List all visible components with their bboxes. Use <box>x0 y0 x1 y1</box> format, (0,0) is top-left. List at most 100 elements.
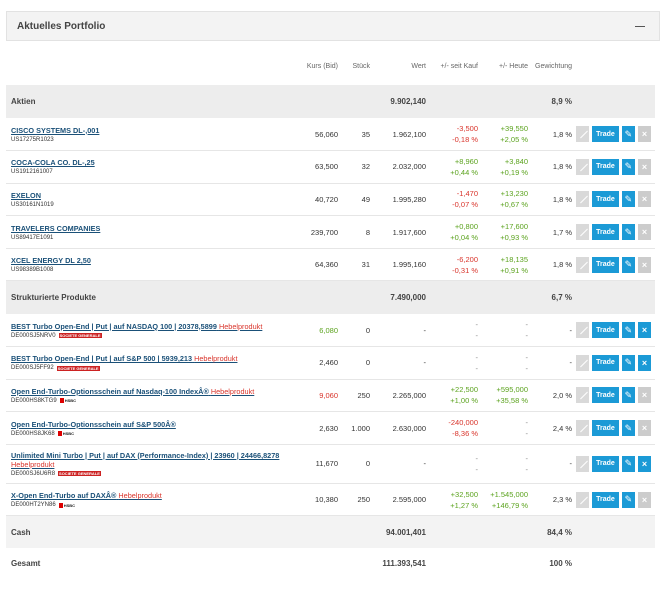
wert-value: 1.962,100 <box>392 129 426 139</box>
section-title: Strukturierte Produkte <box>11 293 96 303</box>
trade-button[interactable]: Trade <box>592 322 619 339</box>
table-row: Open End-Turbo-Optionsschein auf Nasdaq-… <box>6 379 655 413</box>
pencil-icon[interactable]: ✎ <box>621 126 635 143</box>
table-row: X-Open End-Turbo auf DAXÂ® Hebelprodukt D… <box>6 483 655 517</box>
gewichtung-value: 1,8 % <box>552 129 572 139</box>
trade-button[interactable]: Trade <box>592 126 619 143</box>
issuer-logo: SOCIETE GENERALE <box>58 333 102 339</box>
isin: DE000SJ6U6R8 <box>11 470 56 477</box>
chart-icon[interactable] <box>575 387 590 404</box>
trade-button[interactable]: Trade <box>592 256 619 273</box>
trade-button[interactable]: Trade <box>592 387 619 404</box>
chart-icon[interactable] <box>575 455 590 472</box>
kauf-pct: -0,31 % <box>452 265 478 275</box>
close-icon[interactable]: × <box>637 387 651 404</box>
trade-button[interactable]: Trade <box>592 354 619 371</box>
heute-abs: - <box>525 418 529 428</box>
kurs-value: 40,720 <box>315 194 338 204</box>
chart-icon[interactable] <box>575 126 590 143</box>
heute-pct: +2,05 % <box>500 135 528 145</box>
wert-value: 2.595,000 <box>392 495 426 505</box>
chart-icon[interactable] <box>575 191 590 208</box>
kurs-value: 2,460 <box>319 358 338 368</box>
col-gewichtung: Gewichtung <box>535 62 572 70</box>
stueck-value: 35 <box>361 129 370 139</box>
kauf-abs: -3,500 <box>456 124 478 134</box>
trade-button[interactable]: Trade <box>592 224 619 241</box>
stueck-value: 1.000 <box>351 423 370 433</box>
product-name-link[interactable]: X-Open End-Turbo auf DAXÂ® Hebelprodukt <box>11 491 162 501</box>
gewichtung-value: 1,8 % <box>552 260 572 270</box>
isin: DE000SJ5FF92 <box>11 365 54 372</box>
kauf-abs: -6,200 <box>456 254 478 264</box>
trade-button[interactable]: Trade <box>592 158 619 175</box>
wert-value: - <box>423 325 427 335</box>
pencil-icon[interactable]: ✎ <box>621 455 635 472</box>
chart-icon[interactable] <box>575 322 590 339</box>
isin: DE000SJ5NRV0 <box>11 332 56 339</box>
close-icon[interactable]: × <box>637 158 651 175</box>
col-kurs: Kurs (Bid) <box>306 62 338 70</box>
total-gewichtung: 100 % <box>549 559 572 569</box>
product-name-link[interactable]: COCA-COLA CO. DL-,25 <box>11 158 95 168</box>
pencil-icon[interactable]: ✎ <box>621 354 635 371</box>
kauf-pct: +1,27 % <box>450 500 478 510</box>
chart-icon[interactable] <box>575 354 590 371</box>
product-name-link[interactable]: BEST Turbo Open-End | Put | auf NASDAQ 1… <box>11 321 263 331</box>
pencil-icon[interactable]: ✎ <box>621 491 635 508</box>
product-name-link[interactable]: XCEL ENERGY DL 2,50 <box>11 256 91 266</box>
heute-pct: +0,91 % <box>500 265 528 275</box>
close-icon[interactable]: × <box>637 256 651 273</box>
pencil-icon[interactable]: ✎ <box>621 224 635 241</box>
product-name-link[interactable]: EXELON <box>11 190 42 200</box>
pencil-icon[interactable]: ✎ <box>621 158 635 175</box>
col-stueck: Stück <box>352 62 370 70</box>
close-icon[interactable]: × <box>637 491 651 508</box>
heute-pct: - <box>525 331 529 341</box>
trade-button[interactable]: Trade <box>592 491 619 508</box>
product-name-link[interactable]: TRAVELERS COMPANIES <box>11 223 101 233</box>
trade-button[interactable]: Trade <box>592 455 619 472</box>
close-icon[interactable]: × <box>637 420 651 437</box>
kauf-pct: - <box>475 464 479 474</box>
table-row: XCEL ENERGY DL 2,50 US98389B1008 64,360 31 1… <box>6 248 655 282</box>
chart-icon[interactable] <box>575 256 590 273</box>
trade-button[interactable]: Trade <box>592 191 619 208</box>
kauf-abs: +22,500 <box>450 385 478 395</box>
pencil-icon[interactable]: ✎ <box>621 387 635 404</box>
kurs-value: 6,080 <box>319 325 338 335</box>
close-icon[interactable]: × <box>637 224 651 241</box>
chart-icon[interactable] <box>575 224 590 241</box>
product-name-link[interactable]: Open End-Turbo-Optionsschein auf Nasdaq-… <box>11 386 255 396</box>
total-gewichtung: 84,4 % <box>547 527 572 537</box>
col-kauf: +/- seit Kauf <box>440 62 478 70</box>
product-name-link[interactable]: Unlimited Mini Turbo | Put | auf DAX (Pe… <box>11 450 280 469</box>
kauf-abs: +8,960 <box>454 156 478 166</box>
product-name-link[interactable]: BEST Turbo Open-End | Put | auf S&P 500 … <box>11 354 238 364</box>
heute-abs: +1.545,000 <box>490 489 528 499</box>
pencil-icon[interactable]: ✎ <box>621 322 635 339</box>
trade-button[interactable]: Trade <box>592 420 619 437</box>
isin: DE000HS8JK68 <box>11 430 55 437</box>
close-icon[interactable]: × <box>637 455 651 472</box>
pencil-icon[interactable]: ✎ <box>621 420 635 437</box>
kurs-value: 10,380 <box>315 495 338 505</box>
pencil-icon[interactable]: ✎ <box>621 256 635 273</box>
product-name-link[interactable]: Open End-Turbo-Optionsschein auf S&P 500… <box>11 419 176 429</box>
close-icon[interactable]: × <box>637 354 651 371</box>
product-name-link[interactable]: CISCO SYSTEMS DL-,001 <box>11 125 100 135</box>
minus-icon[interactable] <box>635 25 645 27</box>
wert-value: 2.630,000 <box>392 423 426 433</box>
panel-title: Aktuelles Portfolio <box>17 20 106 32</box>
isin: DE000HT2YN86 <box>11 502 56 509</box>
chart-icon[interactable] <box>575 491 590 508</box>
chart-icon[interactable] <box>575 420 590 437</box>
close-icon[interactable]: × <box>637 191 651 208</box>
close-icon[interactable]: × <box>637 126 651 143</box>
pencil-icon[interactable]: ✎ <box>621 191 635 208</box>
kurs-value: 239,700 <box>310 227 338 237</box>
chart-icon[interactable] <box>575 158 590 175</box>
kurs-value: 2,630 <box>319 423 338 433</box>
gewichtung-value: 1,7 % <box>552 227 572 237</box>
close-icon[interactable]: × <box>637 322 651 339</box>
